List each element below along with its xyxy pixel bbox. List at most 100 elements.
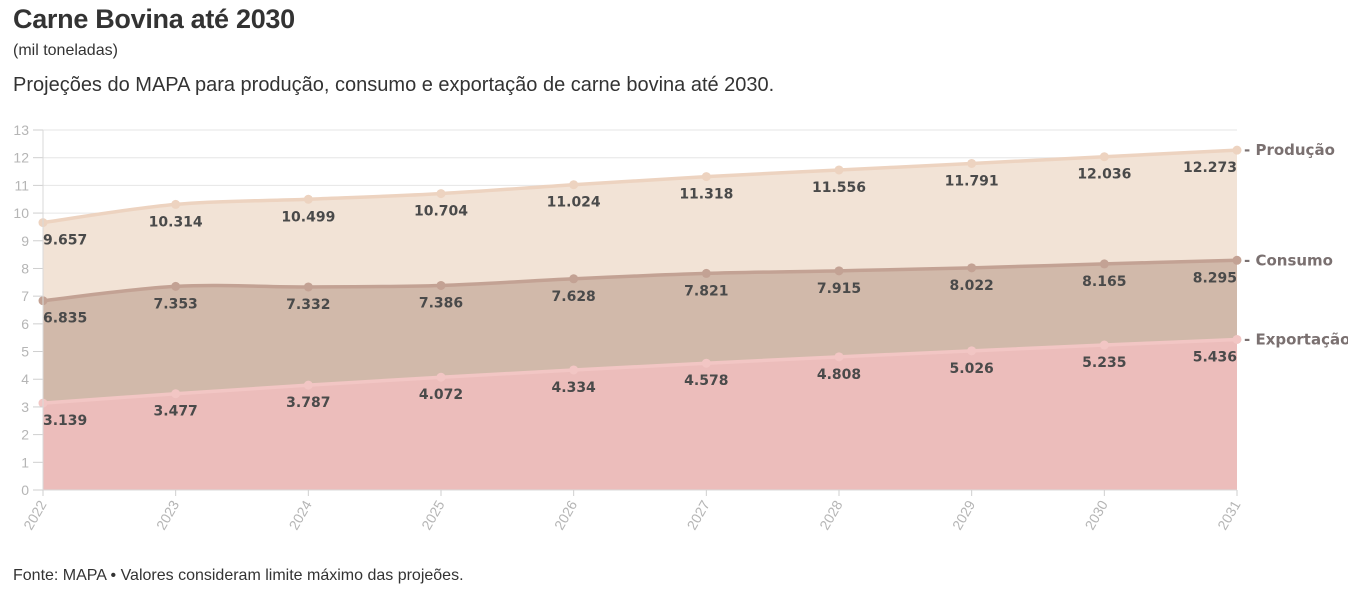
data-point[interactable] — [1232, 145, 1242, 155]
line-1 — [42, 258, 1238, 303]
x-tick-label: 2022 — [20, 497, 50, 532]
x-tick-label: 2027 — [683, 497, 713, 532]
data-label: 11.556 — [812, 180, 866, 196]
data-point[interactable] — [436, 189, 446, 199]
data-label: 7.628 — [552, 289, 596, 305]
data-label: 3.139 — [43, 413, 87, 429]
series-areas — [43, 150, 1237, 490]
source-note: Fonte: MAPA • Valores consideram limite … — [13, 567, 464, 584]
data-point[interactable] — [1232, 334, 1242, 344]
data-label: 4.808 — [817, 367, 861, 383]
series-label: - Exportação — [1244, 330, 1348, 348]
y-tick-label: 3 — [21, 399, 29, 415]
data-point[interactable] — [834, 266, 844, 276]
data-point[interactable] — [569, 274, 579, 284]
data-point[interactable] — [303, 282, 313, 292]
series-label: - Consumo — [1244, 251, 1333, 269]
data-label: 5.235 — [1082, 355, 1126, 371]
data-point[interactable] — [1099, 259, 1109, 269]
data-point[interactable] — [834, 165, 844, 175]
x-tick-label: 2026 — [551, 497, 581, 532]
data-label: 12.036 — [1077, 167, 1131, 183]
x-tick-label: 2024 — [285, 497, 315, 532]
line-0 — [42, 148, 1238, 225]
data-label: 7.915 — [817, 281, 861, 297]
series-lines — [42, 148, 1238, 405]
x-axis: 2022 2023 2024 2025 2026 2027 2028 2029 2030 2031 — [20, 489, 1244, 532]
data-point[interactable] — [569, 180, 579, 190]
line-2 — [42, 337, 1238, 405]
data-point[interactable] — [834, 352, 844, 362]
y-tick-label: 4 — [21, 371, 29, 387]
y-tick-label: 5 — [21, 344, 29, 360]
data-point[interactable] — [967, 346, 977, 356]
series-labels: - Produção - Consumo - Exportação — [1244, 141, 1348, 348]
data-label: 7.821 — [684, 283, 728, 299]
y-tick-label: 7 — [21, 288, 29, 304]
data-label: 11.024 — [547, 195, 601, 211]
data-point[interactable] — [171, 389, 181, 399]
data-label: 8.165 — [1082, 274, 1126, 290]
chart-subtitle: (mil toneladas) — [13, 42, 118, 59]
data-label: 5.026 — [950, 361, 994, 377]
data-label: 7.353 — [154, 296, 198, 312]
x-tick-label: 2025 — [418, 497, 448, 532]
x-tick-label: 2023 — [153, 497, 183, 532]
data-label: 11.791 — [945, 173, 999, 189]
y-tick-label: 10 — [13, 205, 29, 221]
data-label: 9.657 — [43, 233, 87, 249]
y-tick-label: 6 — [21, 316, 29, 332]
data-label: 7.332 — [286, 297, 330, 313]
data-point[interactable] — [171, 199, 181, 209]
area-chart: 9.657 10.314 10.499 10.704 11.024 11.318 11.55… — [13, 122, 1348, 532]
data-label: 4.334 — [552, 380, 597, 396]
y-tick-label: 9 — [21, 233, 29, 249]
chart-description: Projeções do MAPA para produção, consumo… — [13, 74, 775, 96]
data-label: 4.578 — [684, 373, 728, 389]
data-label: 4.072 — [419, 387, 463, 403]
data-point[interactable] — [436, 280, 446, 290]
data-label: 3.787 — [286, 395, 330, 411]
y-tick-label: 2 — [21, 427, 29, 443]
data-point[interactable] — [701, 268, 711, 278]
data-label: 10.704 — [414, 204, 468, 220]
data-point[interactable] — [436, 372, 446, 382]
data-label: 11.318 — [679, 187, 733, 203]
data-point[interactable] — [1232, 255, 1242, 265]
data-label: 7.386 — [419, 295, 463, 311]
data-label: 8.022 — [950, 278, 994, 294]
series-label: - Produção — [1244, 141, 1335, 159]
series-points — [38, 145, 1242, 408]
x-tick-label: 2028 — [816, 497, 846, 532]
data-point[interactable] — [1099, 152, 1109, 162]
data-point[interactable] — [1099, 340, 1109, 350]
data-point[interactable] — [569, 365, 579, 375]
x-tick-label: 2031 — [1214, 497, 1244, 532]
data-label: 3.477 — [154, 404, 198, 420]
x-tick-label: 2030 — [1081, 497, 1111, 532]
y-tick-label: 8 — [21, 260, 29, 276]
y-tick-label: 12 — [13, 150, 29, 166]
data-label: 6.835 — [43, 311, 87, 327]
y-tick-label: 11 — [14, 177, 29, 193]
data-point[interactable] — [701, 172, 711, 182]
data-point[interactable] — [303, 194, 313, 204]
data-label: 8.295 — [1193, 270, 1237, 286]
chart-title: Carne Bovina até 2030 — [13, 4, 295, 34]
data-label: 10.314 — [149, 214, 203, 230]
data-point[interactable] — [967, 158, 977, 168]
data-label: 5.436 — [1193, 349, 1237, 365]
data-point[interactable] — [967, 263, 977, 273]
data-label: 12.273 — [1183, 160, 1237, 176]
y-tick-label: 13 — [13, 122, 29, 138]
data-point[interactable] — [701, 358, 711, 368]
x-tick-label: 2029 — [949, 497, 979, 532]
data-point[interactable] — [303, 380, 313, 390]
data-labels: 9.657 10.314 10.499 10.704 11.024 11.318 11.55… — [43, 160, 1237, 429]
y-tick-label: 0 — [21, 482, 29, 498]
data-point[interactable] — [171, 281, 181, 291]
data-label: 10.499 — [281, 209, 335, 225]
y-tick-label: 1 — [21, 454, 29, 470]
area-2 — [43, 339, 1237, 490]
